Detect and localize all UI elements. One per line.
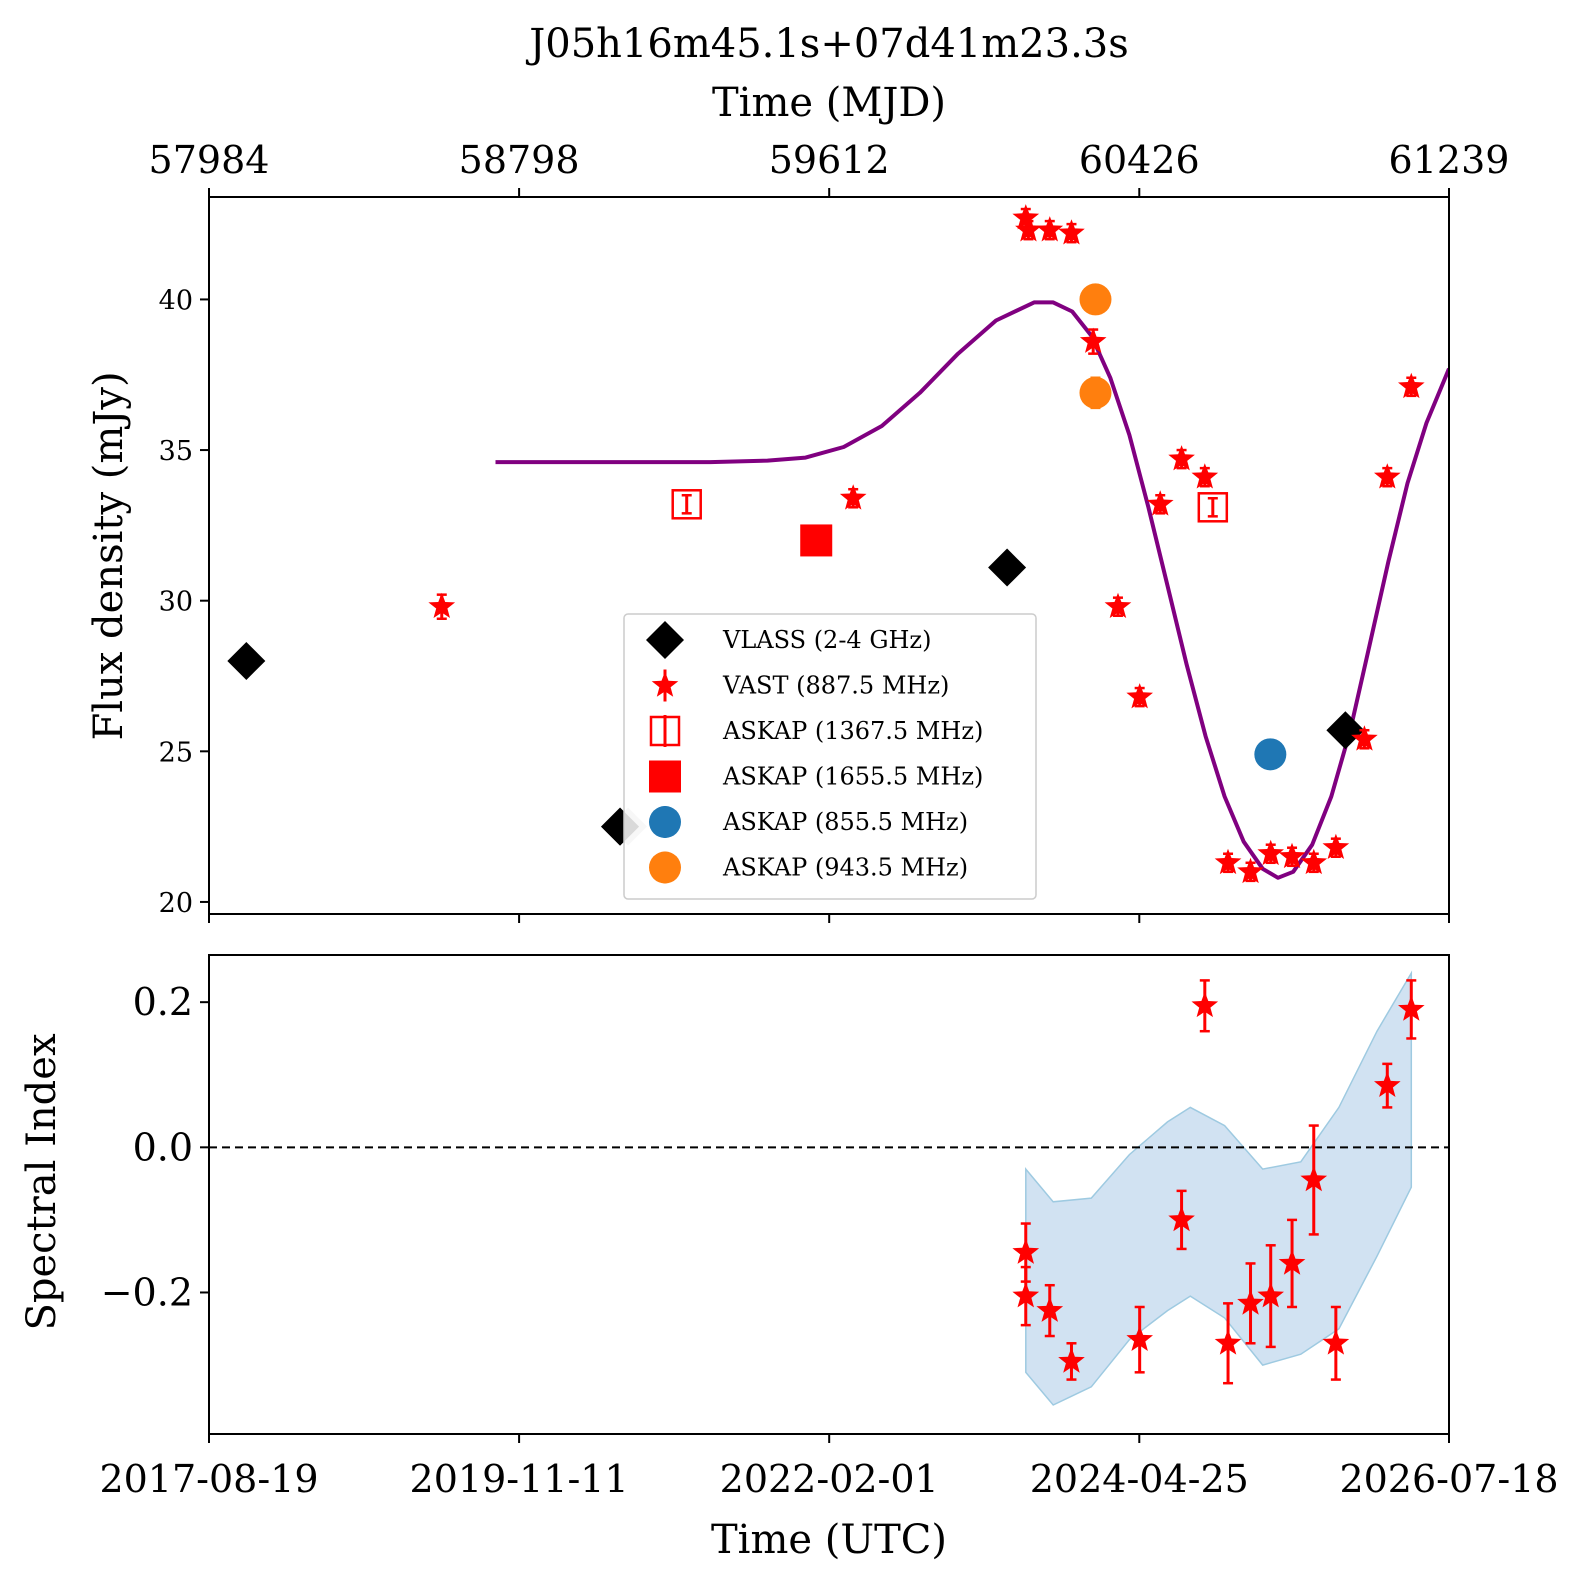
flux-errorbar-2-1 [1207, 497, 1218, 518]
spectral-index-panel: 2017-08-19 2019-11-11 2022-02-01 2024-04-25… [19, 954, 1559, 1563]
flux-point-0-0 [227, 641, 266, 680]
legend-item-4: ASKAP (855.5 MHz) [649, 806, 968, 838]
flux-point-3-0 [800, 524, 833, 557]
mjd-tick-label-0: 57984 [149, 138, 270, 182]
mjd-tick-label-4: 61239 [1389, 138, 1510, 182]
spectral-y-axis-label: Spectral Index [19, 1033, 65, 1330]
flux-point-1-8 [1126, 683, 1153, 709]
legend-marker-3 [649, 760, 681, 793]
bottom-x-axis-label: Time (UTC) [711, 1517, 947, 1563]
spectral-point-5 [1168, 1205, 1195, 1232]
flux-point-1-9 [1146, 490, 1174, 516]
chart-title: J05h16m45.1s+07d41m23.3s [525, 21, 1129, 67]
spectral-point-11 [1300, 1166, 1328, 1192]
utc-tick-label-4: 2026-07-18 [1339, 1457, 1558, 1501]
flux-ytick-label-4: 40 [159, 285, 193, 316]
flux-point-1-18 [1351, 725, 1378, 751]
flux-point-5-1 [1079, 376, 1112, 409]
legend-label-3: ASKAP (1655.5 MHz) [722, 763, 983, 791]
legend-box [623, 613, 1037, 900]
flux-point-0-3 [1326, 711, 1365, 750]
legend-item-0: VLASS (2-4 GHz) [646, 621, 931, 659]
spectral-point-12 [1322, 1329, 1350, 1355]
flux-point-1-10 [1168, 445, 1195, 471]
spectral-point-0 [1012, 1238, 1040, 1264]
spectral-point-1 [1012, 1282, 1040, 1308]
flux-point-1-0 [428, 592, 456, 618]
spectral-point-7 [1214, 1329, 1242, 1355]
legend: VLASS (2-4 GHz) VAST (887.5 MHz) ASKAP (13… [623, 613, 1037, 900]
top-axis-label: Time (MJD) [712, 80, 946, 126]
legend-marker-4 [649, 806, 681, 838]
flux-point-2-0 [671, 489, 702, 520]
utc-tick-label-1: 2019-11-11 [410, 1457, 629, 1501]
flux-point-1-19 [1374, 463, 1401, 489]
legend-label-2: ASKAP (1367.5 MHz) [722, 717, 983, 745]
legend-marker-0 [646, 621, 684, 659]
flux-point-1-11 [1191, 463, 1219, 489]
spectral-ytick-label-0: 0.2 [133, 980, 193, 1024]
flux-point-1-3 [1015, 216, 1042, 242]
spectral-ytick-label-1: 0.0 [133, 1125, 193, 1169]
spectral-point-10 [1278, 1249, 1306, 1275]
legend-label-4: ASKAP (855.5 MHz) [722, 808, 968, 836]
spectral-point-6 [1191, 991, 1219, 1018]
flux-point-0-2 [988, 548, 1027, 587]
flux-point-1-20 [1398, 372, 1425, 399]
flux-point-1-14 [1257, 839, 1284, 866]
flux-ytick-label-3: 35 [159, 436, 193, 467]
legend-marker-1 [651, 671, 679, 697]
flux-point-1-12 [1214, 848, 1242, 875]
flux-point-1-2 [1012, 204, 1040, 230]
spectral-point-14 [1398, 995, 1425, 1021]
flux-point-1-15 [1278, 842, 1306, 869]
flux-ytick-label-2: 30 [159, 587, 193, 618]
mjd-tick-label-3: 60426 [1079, 138, 1200, 182]
spectral-point-9 [1257, 1282, 1284, 1308]
spectral-point-8 [1237, 1289, 1264, 1315]
flux-ytick-label-1: 25 [159, 737, 193, 768]
utc-tick-label-0: 2017-08-19 [99, 1457, 318, 1501]
utc-tick-label-3: 2024-04-25 [1030, 1457, 1249, 1501]
utc-tick-label-2: 2022-02-01 [720, 1457, 939, 1501]
model-curve [495, 300, 1449, 880]
flux-point-1-4 [1036, 216, 1064, 242]
mjd-tick-label-1: 58798 [459, 138, 580, 182]
legend-item-1: VAST (887.5 MHz) [651, 669, 949, 702]
legend-label-5: ASKAP (943.5 MHz) [722, 854, 968, 882]
legend-item-3: ASKAP (1655.5 MHz) [649, 760, 983, 793]
mjd-tick-label-2: 59612 [769, 138, 890, 182]
legend-item-5: ASKAP (943.5 MHz) [649, 851, 968, 884]
spectral-point-4 [1126, 1325, 1153, 1351]
flux-errorbar-2-0 [681, 493, 692, 515]
flux-ytick-label-0: 20 [159, 888, 193, 919]
spectral-point-3 [1058, 1347, 1085, 1373]
flux-point-1-6 [1079, 327, 1107, 353]
flux-point-1-16 [1300, 848, 1328, 875]
legend-marker-5 [649, 851, 681, 884]
legend-marker-2 [649, 715, 681, 747]
flux-point-1-13 [1237, 857, 1264, 884]
flux-point-1-17 [1322, 833, 1350, 859]
legend-item-2: ASKAP (1367.5 MHz) [649, 715, 983, 747]
flux-point-1-5 [1058, 219, 1085, 245]
flux-point-1-7 [1104, 592, 1132, 618]
legend-label-0: VLASS (2-4 GHz) [722, 626, 931, 654]
spectral-point-13 [1374, 1071, 1401, 1097]
flux-point-4-0 [1254, 738, 1287, 771]
spectral-ytick-label-2: −0.2 [101, 1270, 193, 1314]
legend-label-1: VAST (887.5 MHz) [722, 672, 949, 700]
flux-point-1-1 [839, 484, 867, 510]
spectral-index-band [1025, 970, 1413, 1406]
spectral-point-2 [1036, 1296, 1064, 1322]
flux-y-axis-label: Flux density (mJy) [86, 371, 132, 740]
flux-point-2-1 [1197, 492, 1229, 523]
flux-point-5-0 [1079, 283, 1112, 316]
